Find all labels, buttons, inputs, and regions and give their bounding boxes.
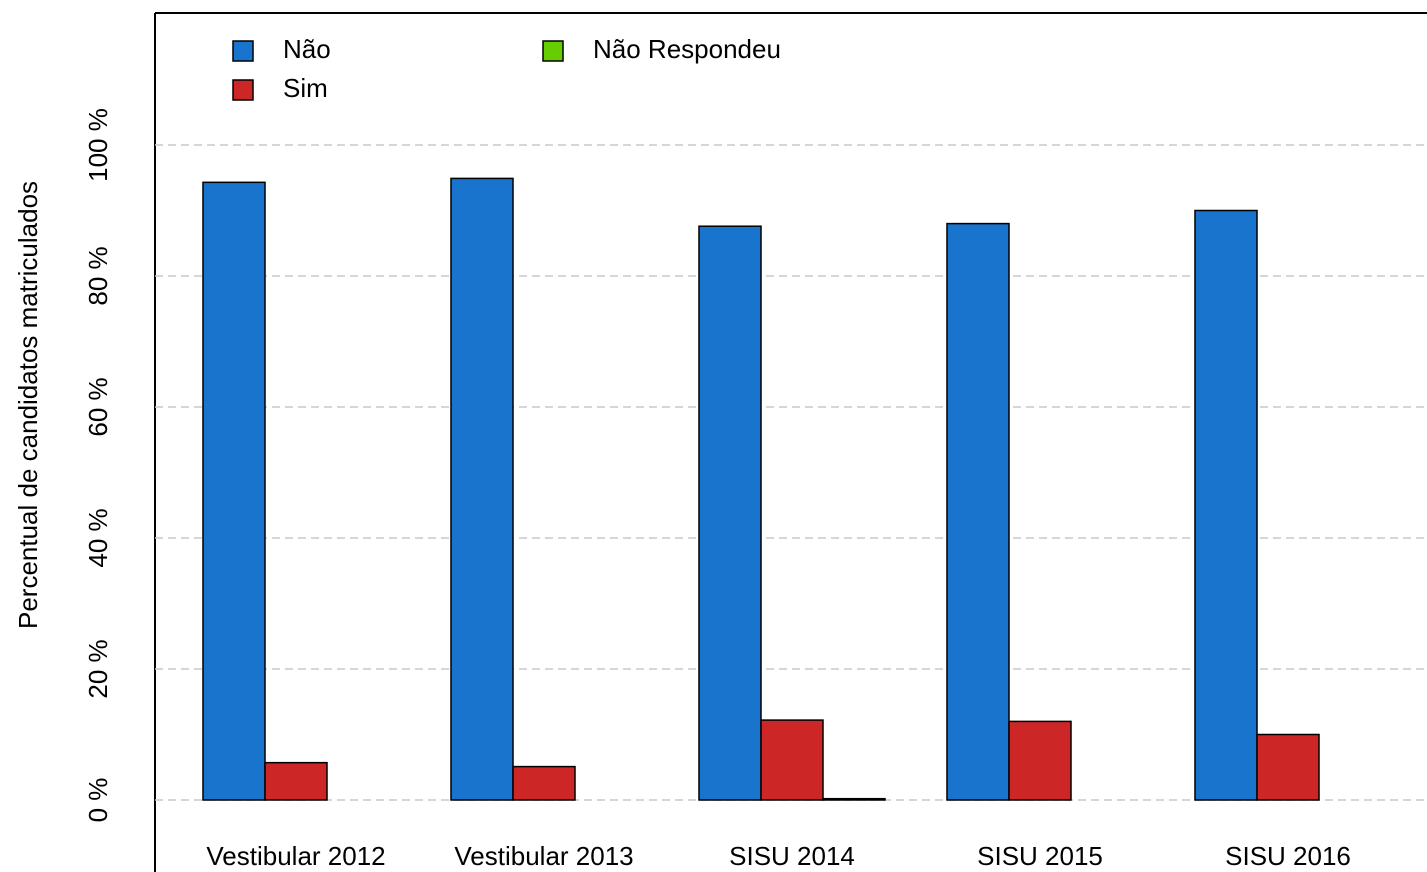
bar bbox=[202, 181, 266, 801]
y-tick-label: 60 % bbox=[83, 377, 113, 436]
y-axis-label: Percentual de candidatos matriculados bbox=[13, 181, 43, 629]
bar bbox=[264, 761, 328, 801]
x-tick-label: Vestibular 2013 bbox=[454, 841, 633, 871]
x-tick-label: SISU 2016 bbox=[1225, 841, 1351, 871]
legend-label: Não bbox=[283, 34, 331, 64]
bar bbox=[946, 222, 1010, 801]
legend-label: Sim bbox=[283, 73, 328, 103]
y-tick-label: 80 % bbox=[83, 246, 113, 305]
bar bbox=[1256, 733, 1320, 801]
legend-swatch bbox=[232, 40, 254, 62]
y-tick-label: 100 % bbox=[83, 108, 113, 182]
x-tick-label: SISU 2014 bbox=[729, 841, 855, 871]
x-tick-label: SISU 2015 bbox=[977, 841, 1103, 871]
bar bbox=[822, 797, 886, 801]
x-tick-label: Vestibular 2012 bbox=[206, 841, 385, 871]
y-tick-label: 20 % bbox=[83, 639, 113, 698]
y-tick-label: 0 % bbox=[83, 778, 113, 823]
bar bbox=[1008, 720, 1072, 801]
bar bbox=[698, 225, 762, 801]
legend-swatch bbox=[542, 40, 564, 62]
bar bbox=[512, 765, 576, 801]
legend-swatch bbox=[232, 79, 254, 101]
bar bbox=[760, 719, 824, 801]
legend-label: Não Respondeu bbox=[593, 34, 781, 64]
bar bbox=[450, 177, 514, 801]
y-tick-label: 40 % bbox=[83, 508, 113, 567]
bar bbox=[1194, 209, 1258, 801]
